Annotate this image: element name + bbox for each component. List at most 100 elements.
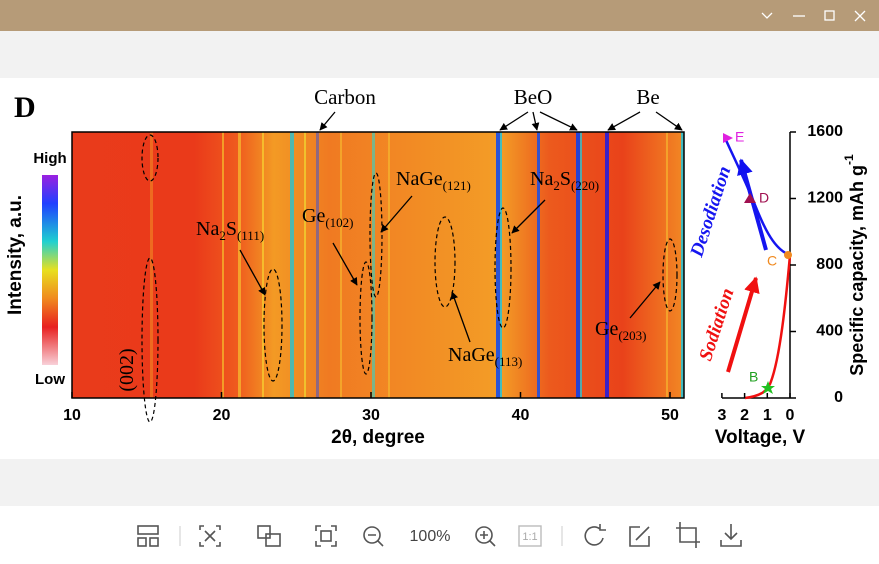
point-label: D xyxy=(759,190,769,206)
y-tick-label: 800 xyxy=(816,256,843,273)
peak-label-part: Ge xyxy=(302,205,325,227)
point-c xyxy=(784,251,792,259)
y-tick-label: 1200 xyxy=(807,190,843,207)
y-axis-label: Intensity, a.u. xyxy=(5,195,26,315)
stripe xyxy=(238,132,241,398)
peak-label-part: (102) xyxy=(325,215,353,230)
point-e xyxy=(723,133,733,143)
x-tick-label: 50 xyxy=(661,407,679,424)
peak-label-part: (121) xyxy=(443,178,471,193)
stripe xyxy=(500,132,502,398)
stripe xyxy=(150,132,153,398)
x-tick-label: 2 xyxy=(740,407,749,424)
sodiation-arrow xyxy=(726,276,760,373)
x-tick-label: 40 xyxy=(512,407,530,424)
x-tick-label: 0 xyxy=(786,407,795,424)
peak-label: Ge(203) xyxy=(595,318,647,343)
peak-label: Na2S(220) xyxy=(530,168,599,193)
zoom-out-button[interactable] xyxy=(363,526,384,547)
x-tick-label: 3 xyxy=(717,407,726,424)
y-axis-label: Specific capacity, mAh g-1 xyxy=(842,154,867,376)
peak-ellipses xyxy=(141,134,678,423)
point-d xyxy=(744,193,756,203)
x-tick-label: 30 xyxy=(362,407,380,424)
stripe xyxy=(222,132,224,398)
phase-label: Be xyxy=(636,85,659,109)
rotate-button[interactable] xyxy=(584,524,606,546)
x-tick-label: 20 xyxy=(213,407,231,424)
stripe xyxy=(576,132,580,398)
peak-label-part: (220) xyxy=(571,178,599,193)
peak-label: NaGe(121) xyxy=(396,168,471,193)
stripe xyxy=(290,132,294,398)
phase-label: Carbon xyxy=(314,85,376,109)
stripe xyxy=(605,132,609,398)
stripe xyxy=(666,132,668,398)
fullscreen-button[interactable] xyxy=(315,525,337,547)
close-button[interactable] xyxy=(854,10,866,22)
phase-label: BeO xyxy=(514,85,553,109)
peak-label-part: (111) xyxy=(237,228,264,243)
stripe xyxy=(304,132,306,398)
crop-button[interactable] xyxy=(676,522,700,548)
stripe xyxy=(388,132,390,398)
actual-size-button[interactable]: 1:1 xyxy=(518,525,542,547)
peak-label-part: NaGe xyxy=(448,344,495,366)
maximize-button[interactable] xyxy=(824,10,835,21)
download-button[interactable] xyxy=(720,524,742,547)
stripe xyxy=(316,132,319,398)
sodiation-curve xyxy=(744,254,792,400)
x-axis-label: Voltage, V xyxy=(715,427,806,448)
toolbar: 100% 1:1 xyxy=(137,522,742,548)
thumbnail-button[interactable] xyxy=(137,525,159,547)
stripe xyxy=(681,132,684,398)
peak-label-part: S xyxy=(226,218,237,240)
peak-label: NaGe(113) xyxy=(448,344,522,369)
peak-label-part: (203) xyxy=(618,328,646,343)
y-tick-label: 400 xyxy=(816,323,843,340)
colorbar xyxy=(42,175,58,365)
stripe xyxy=(537,132,540,398)
fit-button[interactable] xyxy=(199,525,221,547)
plot-frame xyxy=(71,131,685,399)
annotation-arrows xyxy=(239,111,683,343)
ocr-button[interactable] xyxy=(257,525,281,547)
window-controls[interactable] xyxy=(761,10,866,22)
peak-label-part: Na xyxy=(530,168,553,190)
peak-label-part: 2 xyxy=(219,228,226,243)
x-tick-label: 1 xyxy=(763,407,772,424)
x-axis: 10 20 30 40 50 xyxy=(63,392,679,424)
colorbar-high: High xyxy=(33,150,66,167)
peak-label-part: NaGe xyxy=(396,168,443,190)
peak-label-part: (002) xyxy=(116,348,138,391)
point-label: C xyxy=(767,253,777,269)
stripe xyxy=(262,132,264,398)
zoom-level: 100% xyxy=(410,528,451,545)
zoom-in-button[interactable] xyxy=(475,526,496,547)
figure: D High Low Intensity, a.u. 2θ, degree Ca… xyxy=(5,85,867,448)
peak-label-part: Ge xyxy=(595,318,618,340)
desodiation-arrow xyxy=(737,158,768,251)
peak-label-part: Na xyxy=(196,218,219,240)
point-label: B xyxy=(749,369,758,385)
collapse-button[interactable] xyxy=(761,12,773,19)
x-axis-label: 2θ, degree xyxy=(331,427,425,448)
stripe xyxy=(580,132,582,398)
edit-button[interactable] xyxy=(629,526,650,547)
peak-label: (002) xyxy=(116,348,138,391)
heatmap-stripes xyxy=(150,132,684,398)
title-bar xyxy=(0,0,879,31)
peak-label: Ge(102) xyxy=(302,205,354,230)
stripe xyxy=(496,132,500,398)
point-label: E xyxy=(735,129,744,145)
peak-labels: (002)Na2S(111)Ge(102)NaGe(121) Na2S(220)N… xyxy=(116,168,647,392)
peak-label-part: S xyxy=(560,168,571,190)
y-tick-label: 0 xyxy=(834,389,843,406)
x-tick-label: 10 xyxy=(63,407,81,424)
point-b xyxy=(761,381,775,394)
actual-size-label: 1:1 xyxy=(522,531,537,543)
y-tick-label: 1600 xyxy=(807,123,843,140)
stripe xyxy=(340,132,342,398)
peak-label-part: (113) xyxy=(495,354,523,369)
